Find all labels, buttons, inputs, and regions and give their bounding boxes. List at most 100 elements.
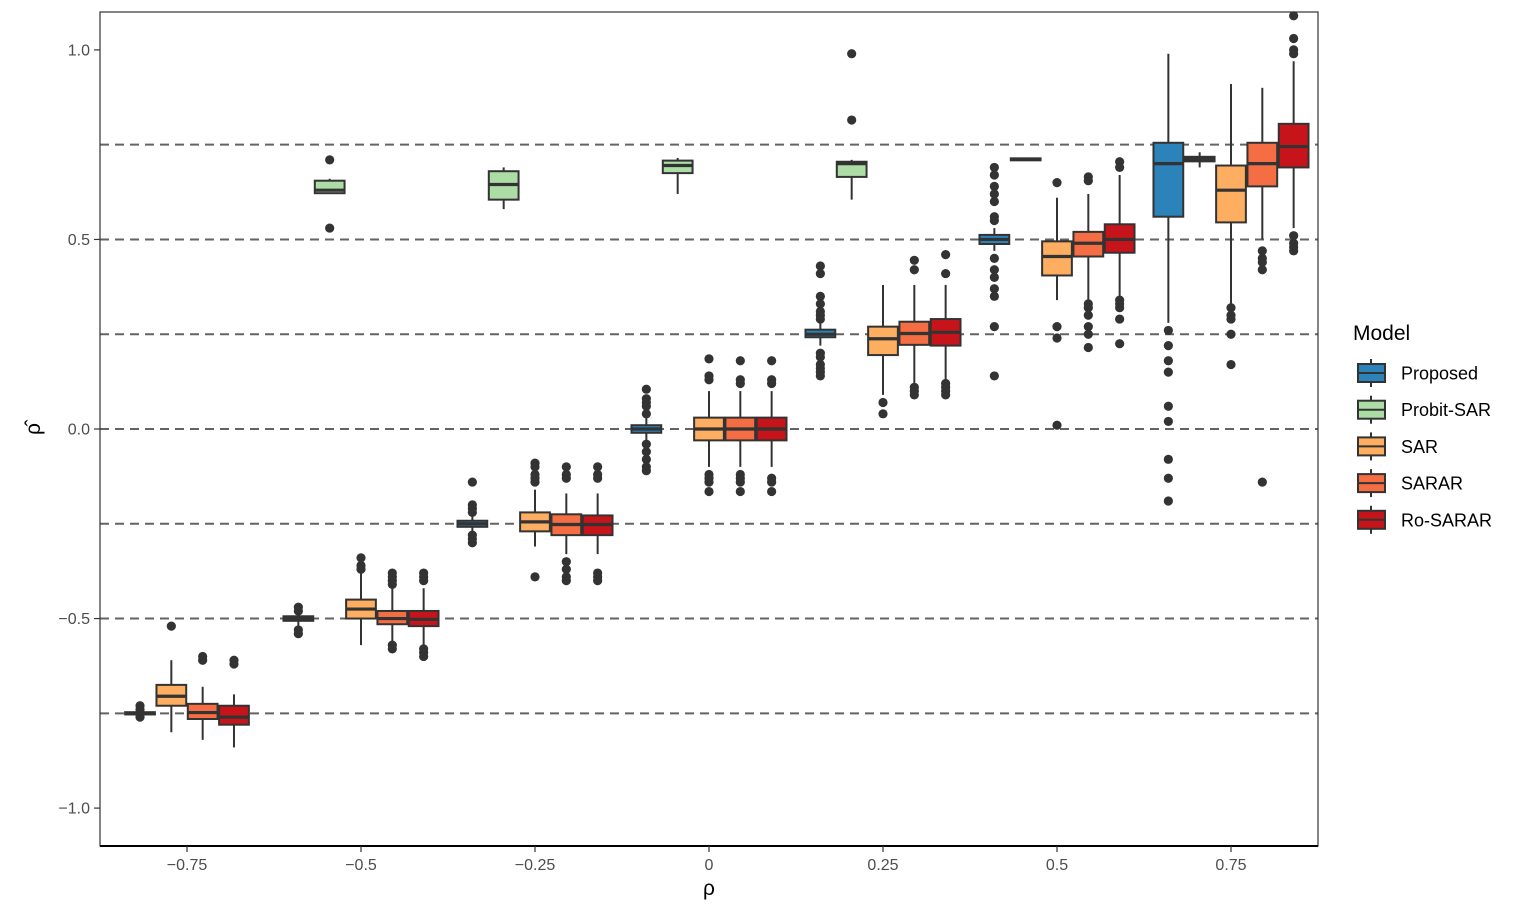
legend-item: SARAR <box>1357 469 1463 498</box>
outlier-point <box>641 439 651 449</box>
outlier-point <box>356 564 366 574</box>
legend-item: Ro-SARAR <box>1357 505 1492 534</box>
outlier-point <box>325 155 335 165</box>
outlier-point <box>735 356 745 366</box>
outlier-point <box>1115 303 1125 313</box>
y-tick-label: 0.0 <box>68 422 90 439</box>
box-sar <box>693 354 725 497</box>
outlier-point <box>1257 477 1267 487</box>
outlier-point <box>815 314 825 324</box>
outlier-point <box>1052 420 1062 430</box>
outlier-point <box>815 268 825 279</box>
outlier-point <box>1163 454 1173 464</box>
outlier-point <box>815 291 825 301</box>
outlier-point <box>561 473 571 483</box>
legend-label: SAR <box>1401 437 1438 457</box>
box-sar <box>155 621 188 733</box>
box-sarar <box>186 651 219 740</box>
box-sar <box>1215 84 1247 370</box>
outlier-point <box>1163 325 1173 336</box>
outlier-point <box>641 401 651 411</box>
box-probit-sar <box>835 49 868 200</box>
outlier-point <box>1083 176 1093 186</box>
outlier-point <box>767 356 777 366</box>
box-iqr <box>1041 240 1073 277</box>
box-ro-sarar <box>1103 157 1136 349</box>
box-proposed <box>804 261 837 381</box>
outlier-point <box>989 284 999 294</box>
outlier-point <box>325 223 335 233</box>
y-axis-title: ρ̂ <box>22 419 45 435</box>
outlier-point <box>467 538 477 548</box>
outlier-point <box>1289 11 1299 21</box>
outlier-point <box>989 196 999 207</box>
box-sar <box>1041 177 1073 430</box>
box-proposed <box>978 162 1011 381</box>
legend-item: Probit-SAR <box>1357 395 1491 424</box>
outlier-point <box>989 272 999 282</box>
outlier-point <box>530 462 540 472</box>
outlier-point <box>767 378 777 389</box>
outlier-point <box>1115 339 1125 349</box>
outlier-point <box>419 576 429 586</box>
outlier-point <box>989 291 999 301</box>
box-iqr <box>218 704 250 726</box>
box-proposed <box>456 477 489 548</box>
legend-item: Proposed <box>1357 359 1478 387</box>
legend-label: SARAR <box>1401 474 1463 494</box>
box-sarar <box>898 255 931 400</box>
outlier-point <box>467 477 477 487</box>
y-tick-label: 1.0 <box>68 42 90 59</box>
outlier-point <box>1163 473 1173 483</box>
outlier-point <box>135 701 145 711</box>
box-sarar <box>1246 87 1279 487</box>
outlier-point <box>641 409 651 419</box>
box-sar <box>867 284 899 419</box>
outlier-point <box>815 261 825 271</box>
box-probit-sar <box>487 167 520 210</box>
outlier-point <box>1163 341 1173 351</box>
outlier-point <box>593 473 603 483</box>
outlier-point <box>561 576 571 586</box>
legend-label: Ro-SARAR <box>1401 510 1492 530</box>
outlier-point <box>767 477 777 487</box>
x-tick-label: −0.75 <box>167 857 208 874</box>
box-probit-sar <box>1009 157 1042 162</box>
outlier-point <box>735 378 745 389</box>
outlier-point <box>1226 329 1236 339</box>
y-tick-label: 0.5 <box>68 232 90 249</box>
outlier-point <box>1052 333 1062 343</box>
y-tick-label: −1.0 <box>58 801 90 818</box>
outlier-point <box>419 651 429 662</box>
outlier-point <box>1257 246 1267 256</box>
outlier-point <box>847 49 857 59</box>
outlier-point <box>767 486 777 497</box>
legend-label: Probit-SAR <box>1401 400 1491 420</box>
outlier-point <box>989 215 999 226</box>
outlier-point <box>1289 49 1299 59</box>
box-probit-sar <box>313 155 346 233</box>
outlier-point <box>641 466 651 476</box>
outlier-point <box>1257 265 1267 275</box>
outlier-point <box>989 371 999 381</box>
outlier-point <box>1289 246 1299 256</box>
outlier-point <box>356 553 366 563</box>
box-ro-sarar <box>929 250 962 400</box>
box-groups <box>124 11 1310 748</box>
outlier-point <box>815 299 825 309</box>
box-sarar <box>550 462 583 586</box>
outlier-point <box>1163 356 1173 366</box>
outlier-point <box>1052 177 1062 188</box>
outlier-point <box>166 621 176 631</box>
outlier-point <box>293 606 303 616</box>
outlier-point <box>878 409 888 419</box>
outlier-point <box>467 507 477 517</box>
outlier-point <box>1083 310 1093 320</box>
outlier-point <box>1163 416 1173 427</box>
outlier-point <box>198 655 208 665</box>
outlier-point <box>735 486 745 497</box>
box-sar <box>519 458 551 582</box>
outlier-point <box>941 390 951 400</box>
box-ro-sarar <box>407 568 440 662</box>
outlier-point <box>909 390 919 400</box>
